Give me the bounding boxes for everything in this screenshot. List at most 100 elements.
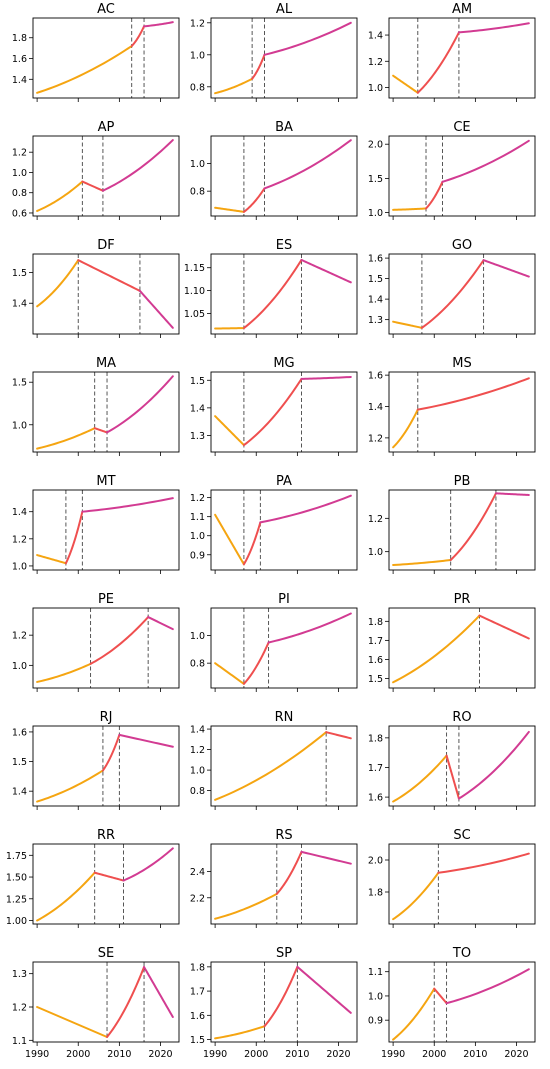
y-tick-label: 1.8 xyxy=(12,33,27,44)
y-tick-label: 1.4 xyxy=(12,507,27,518)
panel-title: PE xyxy=(98,592,114,607)
series-segment-1 xyxy=(393,756,446,802)
plot-frame xyxy=(211,372,357,452)
panel-pe: PE1.01.2 xyxy=(12,592,179,692)
y-tick-label: 1.0 xyxy=(190,766,205,777)
series-segment-2 xyxy=(244,642,269,683)
y-tick-label: 1.0 xyxy=(12,661,27,672)
panel-title: MS xyxy=(452,356,471,371)
y-tick-label: 1.5 xyxy=(368,674,383,685)
series-segment-1 xyxy=(215,416,244,445)
series-segment-2 xyxy=(418,378,529,409)
y-tick-label: 2.4 xyxy=(190,867,205,878)
y-tick-label: 1.6 xyxy=(368,655,383,666)
series-segment-3 xyxy=(123,848,172,880)
y-tick-label: 1.5 xyxy=(368,274,383,285)
series-segment-3 xyxy=(459,732,529,799)
panel-title: SC xyxy=(453,828,470,843)
y-tick-label: 2.2 xyxy=(190,893,205,904)
series-segment-1 xyxy=(37,1007,107,1037)
panel-title: ES xyxy=(276,238,292,253)
panel-ce: CE1.01.52.0 xyxy=(368,120,535,220)
series-segment-2 xyxy=(91,617,149,664)
panel-al: AL0.81.01.2 xyxy=(190,2,357,102)
y-tick-label: 1.00 xyxy=(6,916,27,927)
series-segment-1 xyxy=(215,515,244,565)
panel-title: MG xyxy=(273,356,294,371)
x-tick-label: 2000 xyxy=(244,1049,268,1060)
y-tick-label: 2.0 xyxy=(368,856,383,867)
plot-frame xyxy=(389,608,535,688)
y-tick-label: 1.8 xyxy=(368,733,383,744)
panel-df: DF1.41.5 xyxy=(12,238,179,338)
panel-title: SP xyxy=(276,946,292,961)
panel-rr: RR1.001.251.501.75 xyxy=(6,828,179,928)
series-segment-3 xyxy=(107,376,173,432)
plot-frame xyxy=(389,726,535,806)
y-tick-label: 1.4 xyxy=(368,295,383,306)
series-segment-3 xyxy=(442,141,528,182)
series-segment-1 xyxy=(37,555,66,563)
series-segment-2 xyxy=(107,967,144,1037)
y-tick-label: 1.4 xyxy=(12,787,27,798)
series-segment-3 xyxy=(103,140,173,191)
series-segment-2 xyxy=(434,989,446,1004)
series-segment-2 xyxy=(447,756,459,799)
series-segment-3 xyxy=(260,496,350,523)
y-tick-label: 2.0 xyxy=(368,140,383,151)
series-segment-2 xyxy=(418,32,459,92)
panel-title: DF xyxy=(97,238,115,253)
y-tick-label: 1.8 xyxy=(190,962,205,973)
series-segment-2 xyxy=(479,616,528,639)
panel-mg: MG1.31.41.5 xyxy=(190,356,357,456)
y-tick-label: 1.5 xyxy=(190,376,205,387)
series-segment-1 xyxy=(37,873,95,921)
series-segment-3 xyxy=(447,969,529,1003)
y-tick-label: 0.8 xyxy=(190,786,205,797)
series-segment-3 xyxy=(297,967,350,1013)
y-tick-label: 1.0 xyxy=(12,168,27,179)
y-tick-label: 1.2 xyxy=(190,493,205,504)
series-segment-3 xyxy=(301,852,350,864)
y-tick-label: 1.2 xyxy=(190,18,205,29)
panel-title: RJ xyxy=(100,710,113,725)
series-segment-1 xyxy=(37,770,103,801)
panel-title: RS xyxy=(275,828,292,843)
panel-ac: AC1.41.61.8 xyxy=(12,2,179,102)
x-tick-label: 2000 xyxy=(66,1049,90,1060)
y-tick-label: 1.0 xyxy=(12,561,27,572)
y-tick-label: 1.2 xyxy=(12,1003,27,1014)
plot-frame xyxy=(211,962,357,1042)
series-segment-3 xyxy=(144,22,173,26)
series-segment-2 xyxy=(252,55,264,79)
y-tick-label: 1.1 xyxy=(12,1036,27,1047)
y-tick-label: 1.75 xyxy=(6,851,27,862)
y-tick-label: 1.0 xyxy=(190,631,205,642)
y-tick-label: 1.6 xyxy=(12,727,27,738)
series-segment-3 xyxy=(119,735,172,747)
series-segment-3 xyxy=(264,140,350,188)
y-tick-label: 1.0 xyxy=(12,420,27,431)
series-segment-2 xyxy=(438,854,528,873)
y-tick-label: 1.5 xyxy=(12,268,27,279)
series-segment-1 xyxy=(215,663,244,684)
y-tick-label: 1.6 xyxy=(190,1011,205,1022)
series-segment-3 xyxy=(264,23,350,55)
panel-ro: RO1.61.71.8 xyxy=(368,710,535,810)
series-segment-3 xyxy=(301,260,350,282)
y-tick-label: 1.2 xyxy=(12,534,27,545)
y-tick-label: 0.9 xyxy=(368,1016,383,1027)
panel-mt: MT1.01.21.4 xyxy=(12,474,179,574)
x-tick-label: 1990 xyxy=(25,1049,49,1060)
plot-frame xyxy=(33,136,179,216)
panel-ms: MS1.21.41.6 xyxy=(368,356,535,456)
series-segment-3 xyxy=(148,617,173,629)
y-tick-label: 1.2 xyxy=(190,745,205,756)
series-segment-1 xyxy=(37,428,95,448)
series-segment-2 xyxy=(78,260,140,291)
series-segment-2 xyxy=(264,967,297,1026)
series-segment-1 xyxy=(215,208,244,212)
panel-ma: MA1.01.5 xyxy=(12,356,179,456)
